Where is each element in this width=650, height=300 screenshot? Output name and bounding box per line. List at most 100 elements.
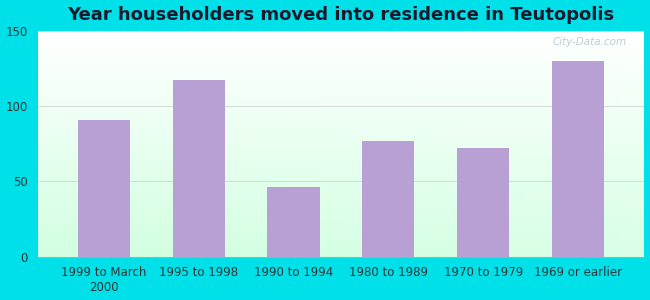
Bar bbox=[38, 196, 644, 198]
Bar bbox=[38, 38, 644, 40]
Bar bbox=[207, 31, 214, 257]
Bar bbox=[38, 207, 644, 209]
Text: City-Data.com: City-Data.com bbox=[552, 38, 626, 47]
Bar bbox=[173, 80, 225, 257]
Bar bbox=[38, 230, 644, 232]
Bar bbox=[38, 117, 644, 119]
Bar bbox=[487, 31, 493, 257]
Bar bbox=[469, 31, 474, 257]
Bar bbox=[38, 71, 644, 74]
Bar bbox=[38, 234, 644, 236]
Bar bbox=[566, 31, 571, 257]
Bar bbox=[135, 31, 140, 257]
Bar bbox=[38, 56, 644, 58]
Bar bbox=[196, 31, 202, 257]
Bar bbox=[426, 31, 432, 257]
Bar bbox=[38, 216, 644, 218]
Bar bbox=[335, 31, 341, 257]
Bar bbox=[298, 31, 305, 257]
Bar bbox=[287, 31, 292, 257]
Bar bbox=[38, 187, 644, 189]
Bar bbox=[38, 62, 644, 64]
Bar bbox=[38, 171, 644, 173]
Bar bbox=[38, 96, 644, 98]
Bar bbox=[384, 31, 389, 257]
Bar bbox=[38, 146, 644, 148]
Bar bbox=[38, 153, 644, 155]
Bar bbox=[38, 182, 644, 184]
Bar bbox=[183, 31, 189, 257]
Bar bbox=[38, 114, 644, 117]
Bar bbox=[171, 31, 177, 257]
Bar bbox=[38, 126, 644, 128]
Bar bbox=[38, 248, 644, 250]
Bar bbox=[450, 31, 456, 257]
Bar bbox=[414, 31, 420, 257]
Bar bbox=[38, 169, 644, 171]
Bar bbox=[49, 31, 56, 257]
Bar bbox=[457, 148, 510, 257]
Bar bbox=[474, 31, 480, 257]
Bar bbox=[38, 160, 644, 162]
Bar bbox=[38, 254, 644, 257]
Bar bbox=[38, 74, 644, 76]
Bar bbox=[596, 31, 602, 257]
Bar bbox=[38, 232, 644, 234]
Bar bbox=[38, 252, 644, 254]
Bar bbox=[38, 33, 644, 35]
Bar bbox=[38, 51, 644, 53]
Bar bbox=[38, 76, 644, 78]
Bar bbox=[274, 31, 280, 257]
Bar bbox=[38, 105, 644, 107]
Bar bbox=[62, 31, 68, 257]
Bar bbox=[80, 31, 86, 257]
Bar bbox=[38, 132, 644, 135]
Bar bbox=[104, 31, 110, 257]
Bar bbox=[602, 31, 608, 257]
Bar bbox=[362, 141, 415, 257]
Bar bbox=[92, 31, 98, 257]
Bar bbox=[38, 227, 644, 230]
Bar bbox=[505, 31, 511, 257]
Bar bbox=[341, 31, 347, 257]
Bar bbox=[38, 139, 644, 141]
Bar bbox=[590, 31, 596, 257]
Bar bbox=[38, 64, 644, 67]
Bar bbox=[38, 162, 644, 164]
Bar bbox=[214, 31, 220, 257]
Bar bbox=[189, 31, 196, 257]
Bar bbox=[456, 31, 462, 257]
Bar bbox=[438, 31, 444, 257]
Bar bbox=[147, 31, 153, 257]
Bar bbox=[365, 31, 371, 257]
Bar bbox=[122, 31, 129, 257]
Bar bbox=[408, 31, 414, 257]
Bar bbox=[389, 31, 396, 257]
Bar bbox=[177, 31, 183, 257]
Bar bbox=[38, 135, 644, 137]
Bar bbox=[317, 31, 323, 257]
Bar bbox=[523, 31, 529, 257]
Bar bbox=[38, 46, 644, 49]
Bar bbox=[38, 94, 644, 96]
Bar bbox=[38, 101, 644, 103]
Bar bbox=[38, 31, 44, 257]
Bar bbox=[38, 155, 644, 157]
Bar bbox=[584, 31, 590, 257]
Title: Year householders moved into residence in Teutopolis: Year householders moved into residence i… bbox=[68, 6, 614, 24]
Bar bbox=[111, 31, 116, 257]
Bar bbox=[353, 31, 359, 257]
Bar bbox=[38, 245, 644, 248]
Bar bbox=[38, 31, 644, 33]
Bar bbox=[499, 31, 505, 257]
Bar bbox=[38, 89, 644, 92]
Bar bbox=[98, 31, 104, 257]
Bar bbox=[359, 31, 365, 257]
Bar bbox=[632, 31, 638, 257]
Bar bbox=[608, 31, 614, 257]
Bar bbox=[38, 83, 644, 85]
Bar bbox=[38, 128, 644, 130]
Bar bbox=[38, 200, 644, 203]
Bar bbox=[480, 31, 487, 257]
Bar bbox=[38, 69, 644, 71]
